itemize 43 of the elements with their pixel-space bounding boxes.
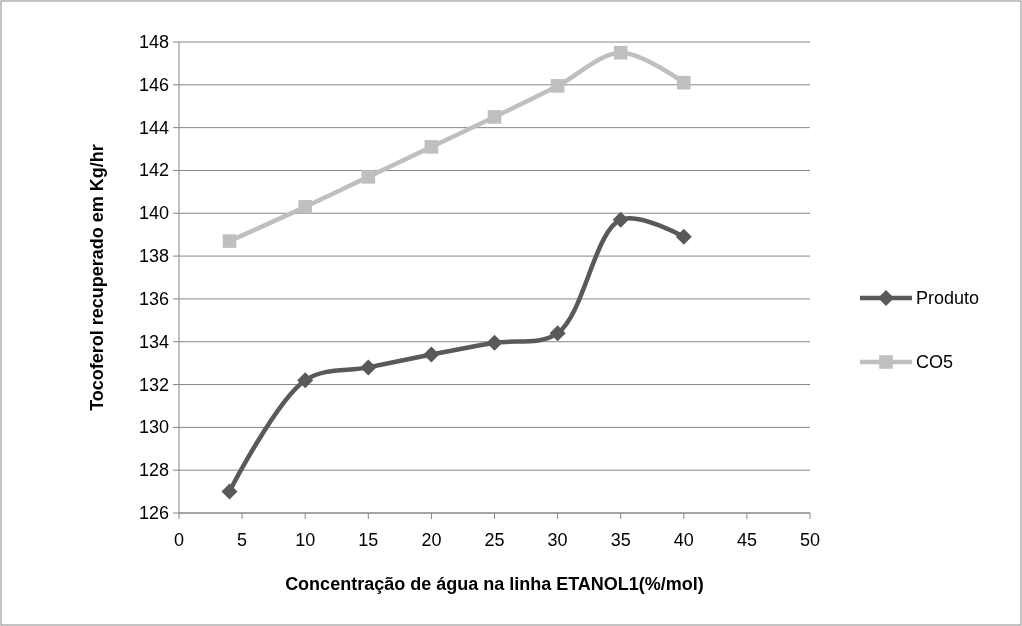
x-tick-label: 40: [673, 530, 694, 550]
x-tick-label: 0: [173, 530, 185, 550]
point: [298, 200, 312, 214]
y-tick-label: 126: [138, 503, 169, 523]
point: [613, 45, 628, 60]
x-axis-title: Concentração de água na linha ETANOL1(%/mol): [285, 574, 704, 594]
y-tick-label: 128: [138, 460, 169, 481]
point: [550, 79, 565, 93]
x-tick-label: 30: [547, 530, 568, 550]
point: [675, 228, 692, 245]
point: [549, 325, 566, 342]
y-tick-label: 136: [138, 288, 169, 309]
x-tick-label: 45: [736, 530, 757, 550]
x-tick-label: 50: [799, 530, 821, 550]
x-tick-label: 5: [237, 530, 248, 550]
point: [612, 211, 629, 228]
y-axis-title: Tocoferol recuperado em Kg/hr: [87, 144, 107, 411]
point: [424, 140, 439, 154]
point: [222, 234, 237, 248]
y-tick-label: 142: [138, 160, 169, 181]
y-tick-label: 132: [138, 374, 169, 395]
x-tick-label: 35: [610, 530, 631, 550]
y-tick-label: 130: [138, 417, 169, 438]
x-tick-label: 10: [295, 530, 316, 550]
legend-label: CO5: [916, 352, 954, 372]
legend-label: Produto: [916, 288, 980, 308]
point: [297, 372, 314, 389]
point: [487, 110, 502, 124]
point: [677, 75, 691, 90]
point: [423, 346, 440, 363]
y-tick-label: 138: [138, 246, 169, 267]
x-tick-label: 15: [358, 530, 379, 550]
x-tick-label: 25: [484, 530, 505, 550]
y-tick-label: 140: [138, 203, 169, 224]
point: [361, 170, 376, 184]
x-tick-label: 20: [421, 530, 442, 550]
y-tick-label: 148: [138, 32, 169, 52]
point: [486, 334, 503, 351]
y-tick-label: 134: [138, 331, 169, 352]
y-tick-label: 144: [138, 117, 169, 138]
point: [221, 483, 238, 500]
y-tick-label: 146: [138, 74, 169, 95]
point: [360, 359, 377, 376]
